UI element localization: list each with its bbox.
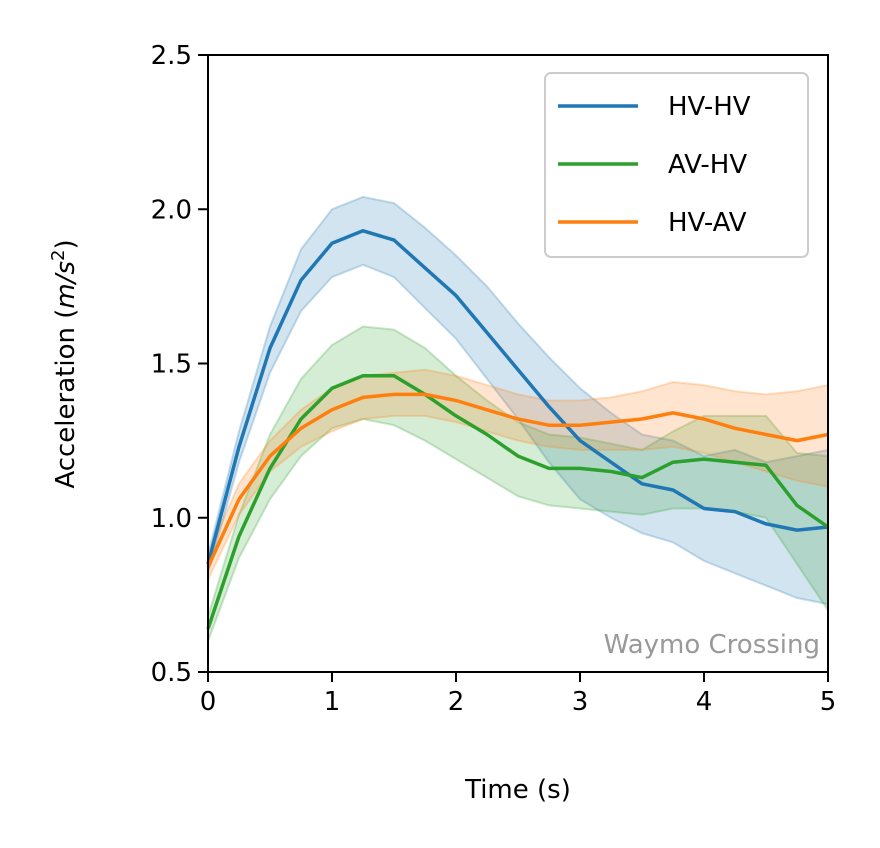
y-axis-ticks: 0.5 1.0 1.5 2.0 2.5	[151, 41, 208, 688]
legend-label-av-hv: AV-HV	[668, 150, 747, 180]
x-tick-label: 2	[448, 687, 465, 717]
legend-label-hv-hv: HV-HV	[668, 92, 751, 122]
legend-items: HV-HV AV-HV HV-AV	[558, 92, 751, 238]
hv-av-line	[206, 392, 829, 568]
y-tick-label: 0.5	[151, 658, 192, 688]
legend-box	[544, 72, 809, 258]
y-tick-label: 2.5	[151, 41, 192, 71]
y-axis-label-superscript: 2	[48, 250, 69, 261]
y-axis-label-unit: m/s	[51, 261, 81, 309]
y-axis-label: Acceleration (m/s2)	[48, 239, 81, 488]
x-tick-label: 0	[200, 687, 217, 717]
y-tick-label: 1.5	[151, 350, 192, 380]
x-tick-label: 5	[820, 687, 837, 717]
legend-label-hv-av: HV-AV	[668, 208, 747, 238]
x-axis-ticks: 0 1 2 3 4 5	[200, 672, 837, 717]
x-tick-label: 4	[696, 687, 713, 717]
av-hv-line	[206, 374, 830, 630]
y-tick-label: 1.0	[151, 504, 192, 534]
y-axis-label-suffix: )	[51, 239, 81, 249]
x-axis-label: Time (s)	[464, 775, 571, 805]
hv-hv-line	[206, 229, 829, 565]
x-tick-label: 1	[324, 687, 341, 717]
y-axis-label-prefix: Acceleration (	[51, 309, 81, 489]
x-tick-label: 3	[572, 687, 589, 717]
legend: HV-HV AV-HV HV-AV	[544, 72, 809, 258]
y-tick-label: 2.0	[151, 195, 192, 225]
series-lines	[206, 229, 830, 630]
dataset-annotation: Waymo Crossing	[604, 630, 820, 660]
